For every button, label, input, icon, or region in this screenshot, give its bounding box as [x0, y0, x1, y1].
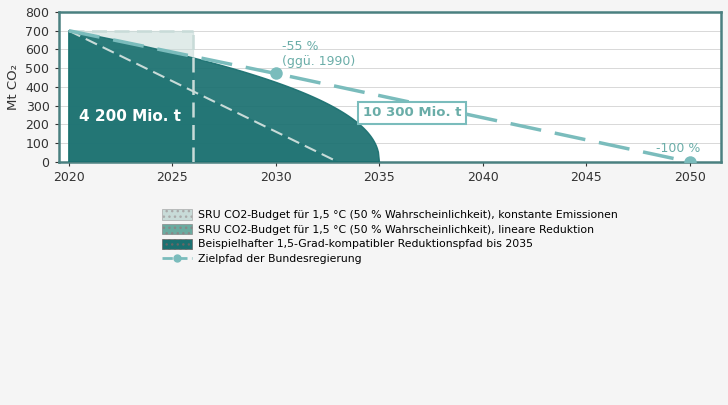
- Polygon shape: [69, 31, 338, 162]
- Polygon shape: [69, 31, 379, 162]
- Text: -100 %: -100 %: [656, 142, 700, 155]
- Text: -55 %
(ggü. 1990): -55 % (ggü. 1990): [282, 40, 355, 68]
- Text: 4 200 Mio. t: 4 200 Mio. t: [79, 109, 181, 124]
- Legend: SRU CO2-Budget für 1,5 °C (50 % Wahrscheinlichkeit), konstante Emissionen, SRU C: SRU CO2-Budget für 1,5 °C (50 % Wahrsche…: [157, 205, 622, 269]
- Y-axis label: Mt CO₂: Mt CO₂: [7, 64, 20, 110]
- Text: 10 300 Mio. t: 10 300 Mio. t: [363, 107, 462, 119]
